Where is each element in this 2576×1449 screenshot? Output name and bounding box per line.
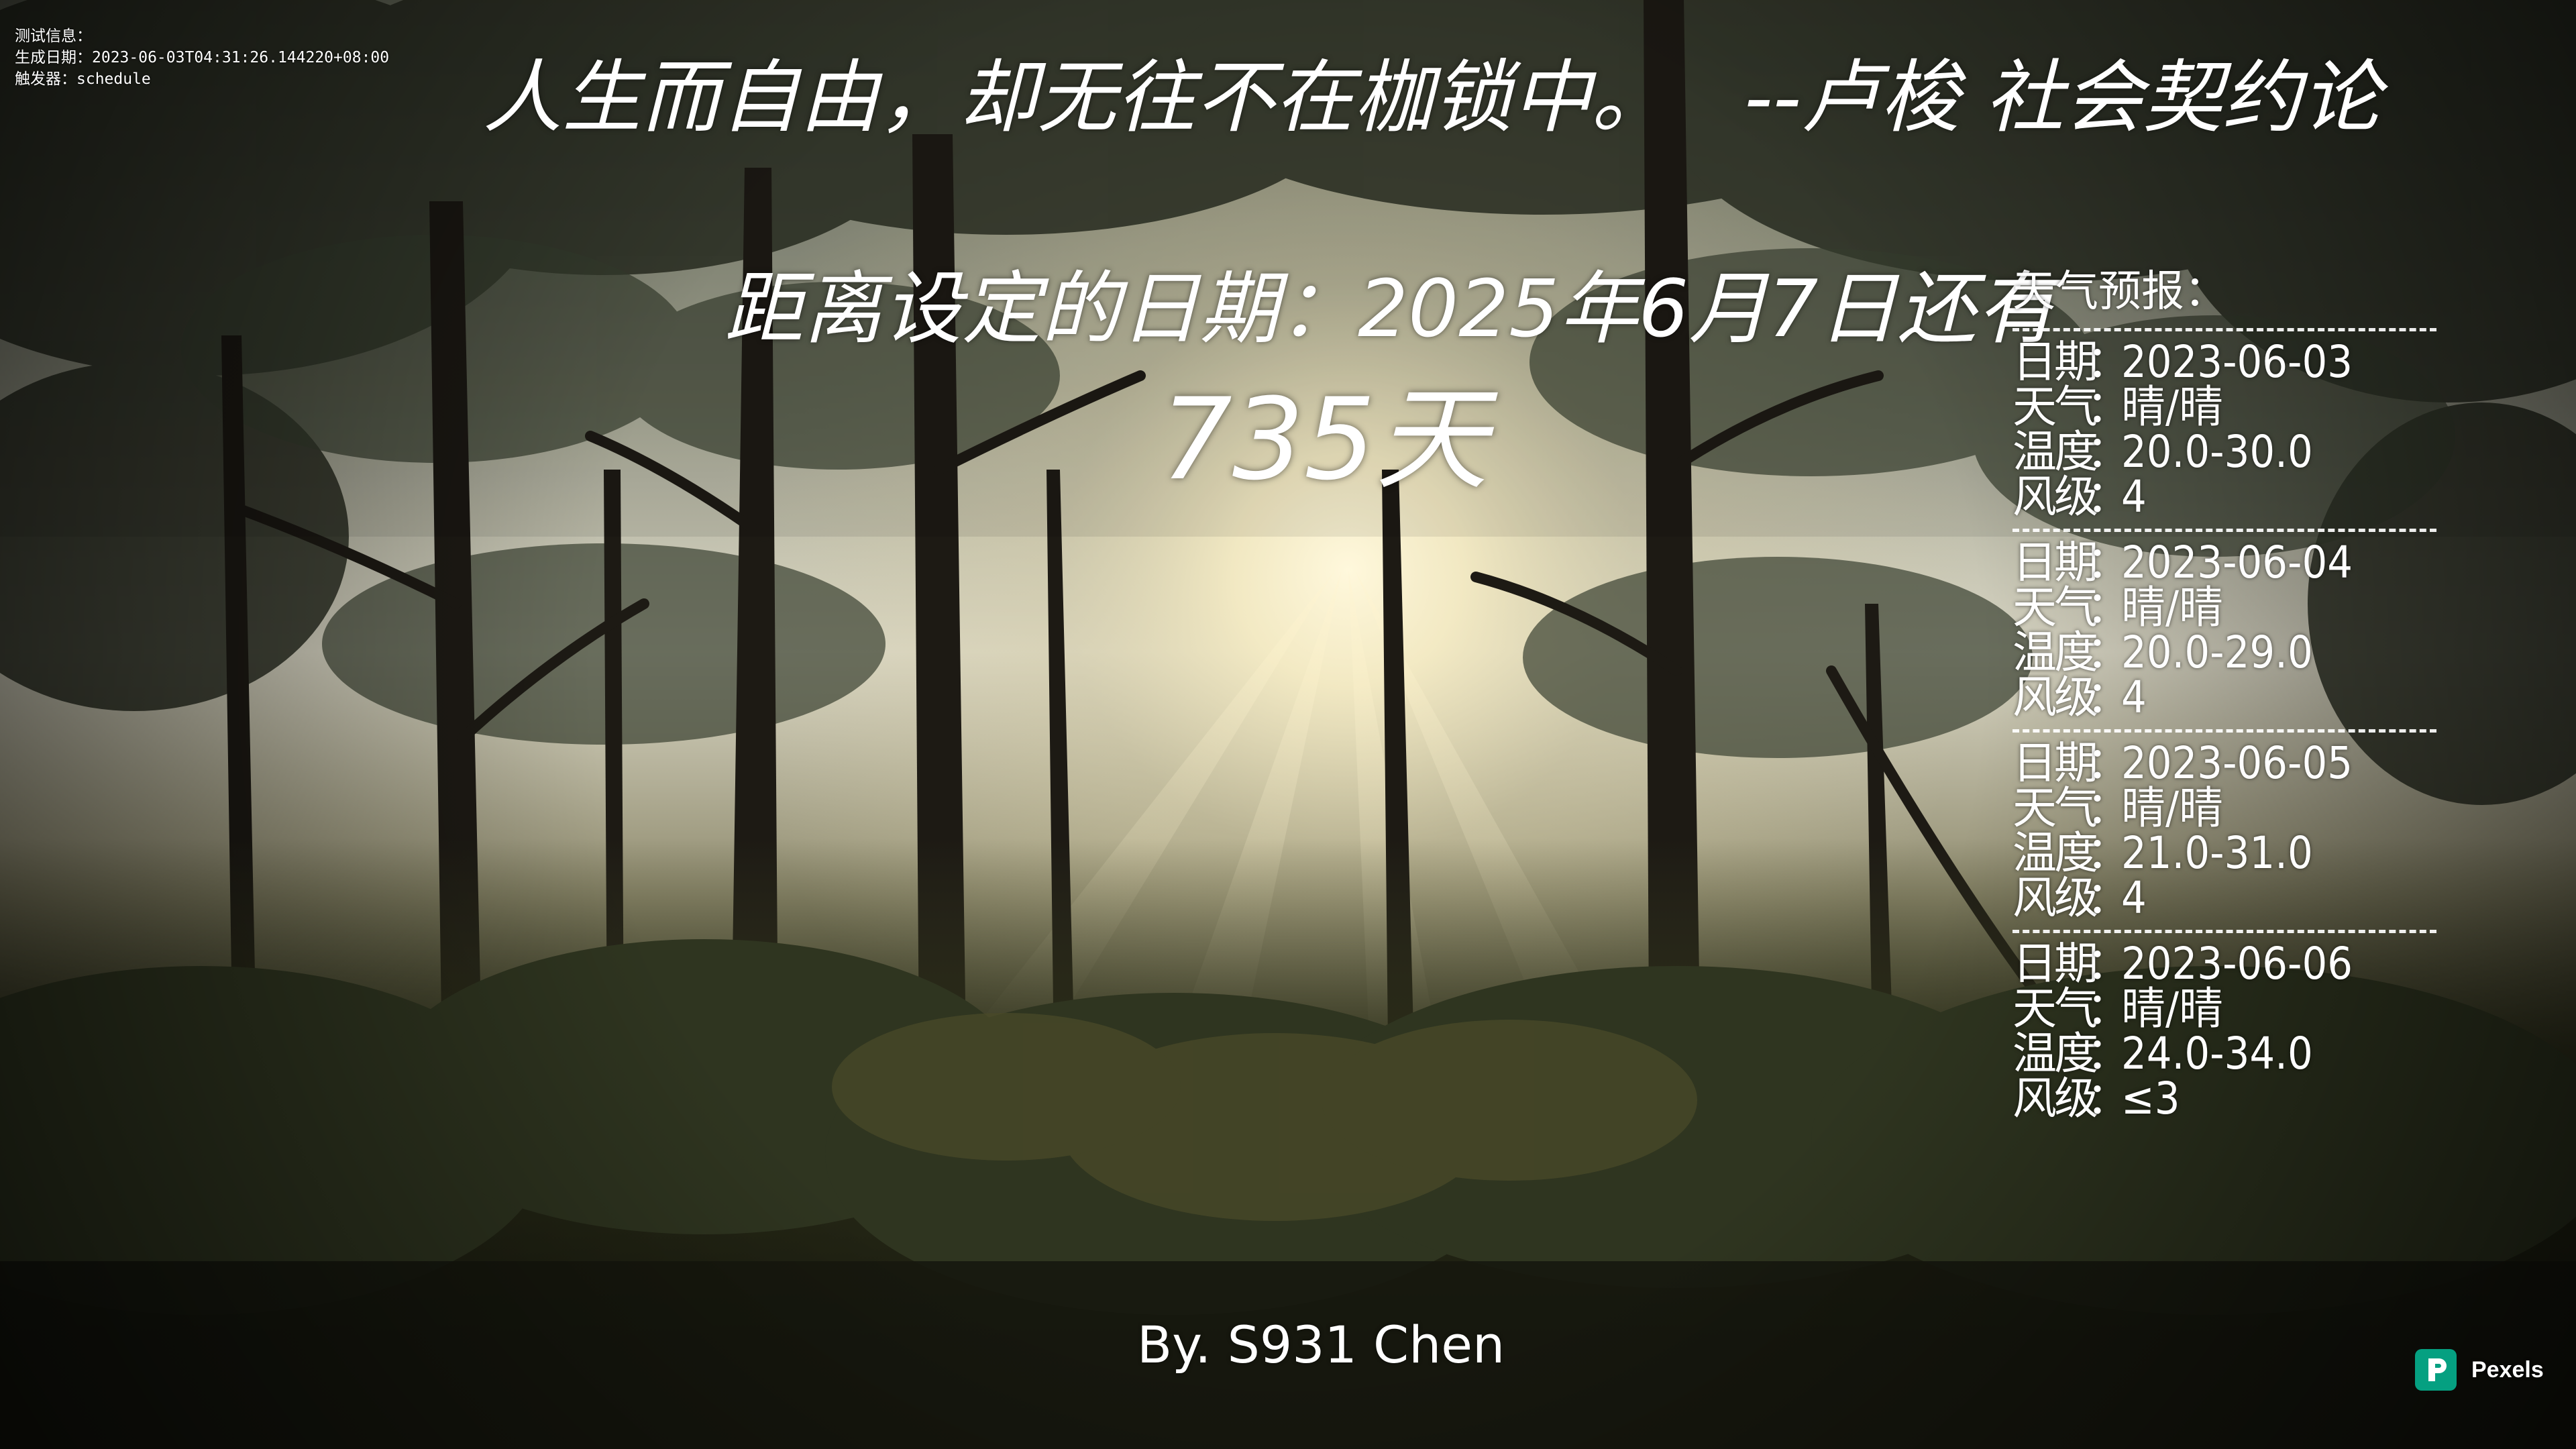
- wind-value: ≤3: [2121, 1073, 2180, 1124]
- quote: 人生而自由，却无往不在枷锁中。 --卢梭 社会契约论: [483, 47, 2381, 148]
- date-label: 日期: [2012, 737, 2098, 789]
- weather-label: 天气: [2012, 983, 2098, 1034]
- weather-title: 天气预报：: [2012, 267, 2227, 317]
- colon: ：: [2086, 737, 2131, 789]
- colon: ：: [2086, 381, 2131, 433]
- pexels-name: Pexels: [2471, 1356, 2544, 1383]
- weather-separator: [2012, 729, 2436, 733]
- debug-generated-date: 生成日期：2023-06-03T04:31:26.144220+08:00: [15, 49, 390, 66]
- signature: By. S931 Chen: [1137, 1315, 1505, 1375]
- debug-trigger: 触发器：schedule: [15, 70, 151, 88]
- weather-separator: [2012, 328, 2436, 331]
- weather-value: 晴/晴: [2121, 983, 2224, 1034]
- wind-value: 4: [2121, 872, 2147, 924]
- colon: ：: [2086, 471, 2131, 523]
- colon: ：: [2086, 672, 2131, 723]
- weather-forecast: 天气预报： 日期： 2023-06-03 天气：晴/晴 温度： 20.0-30.0 …: [2012, 265, 2442, 1121]
- wind-label: 风级: [2012, 672, 2098, 723]
- weather-separator: [2012, 930, 2436, 933]
- colon: ：: [2086, 983, 2131, 1034]
- colon: ：: [2086, 537, 2131, 588]
- date-value: 2023-06-06: [2121, 938, 2353, 989]
- colon: ：: [2086, 426, 2131, 478]
- temp-label: 温度: [2012, 827, 2098, 879]
- weather-separator: [2012, 529, 2436, 532]
- date-label: 日期: [2012, 938, 2098, 989]
- countdown-days: 735天: [1161, 374, 1489, 505]
- quote-text: 人生而自由，却无往不在枷锁中。: [483, 51, 1671, 144]
- wind-label: 风级: [2012, 872, 2098, 924]
- weather-value: 晴/晴: [2121, 381, 2224, 433]
- weather-value: 晴/晴: [2121, 782, 2224, 834]
- colon: ：: [2086, 627, 2131, 678]
- date-value: 2023-06-03: [2121, 336, 2353, 388]
- temp-value: 21.0-31.0: [2121, 827, 2313, 879]
- weather-day: 日期： 2023-06-03 天气：晴/晴 温度： 20.0-30.0 风级： 4: [2012, 339, 2442, 519]
- colon: ：: [2086, 336, 2131, 388]
- weather-value: 晴/晴: [2121, 582, 2224, 633]
- debug-title: 测试信息：: [15, 28, 92, 45]
- weather-day: 日期： 2023-06-05 天气：晴/晴 温度： 21.0-31.0 风级： 4: [2012, 741, 2442, 920]
- temp-value: 20.0-30.0: [2121, 426, 2313, 478]
- temp-label: 温度: [2012, 627, 2098, 678]
- temp-label: 温度: [2012, 426, 2098, 478]
- wind-value: 4: [2121, 471, 2147, 523]
- colon: ：: [2086, 872, 2131, 924]
- colon: ：: [2086, 1028, 2131, 1079]
- pexels-watermark[interactable]: Pexels: [2415, 1348, 2544, 1391]
- date-value: 2023-06-04: [2121, 537, 2353, 588]
- colon: ：: [2086, 582, 2131, 633]
- wind-label: 风级: [2012, 471, 2098, 523]
- temp-value: 20.0-29.0: [2121, 627, 2313, 678]
- colon: ：: [2086, 1073, 2131, 1124]
- wind-value: 4: [2121, 672, 2147, 723]
- temp-value: 24.0-34.0: [2121, 1028, 2313, 1079]
- date-label: 日期: [2012, 336, 2098, 388]
- quote-author: --卢梭 社会契约论: [1744, 51, 2381, 144]
- colon: ：: [2086, 827, 2131, 879]
- pexels-logo-icon: [2415, 1349, 2457, 1391]
- debug-info: 测试信息： 生成日期：2023-06-03T04:31:26.144220+08…: [15, 25, 389, 90]
- weather-label: 天气: [2012, 582, 2098, 633]
- colon: ：: [2086, 938, 2131, 989]
- weather-label: 天气: [2012, 782, 2098, 834]
- weather-label: 天气: [2012, 381, 2098, 433]
- weather-day: 日期： 2023-06-04 天气：晴/晴 温度： 20.0-29.0 风级： 4: [2012, 540, 2442, 720]
- date-value: 2023-06-05: [2121, 737, 2353, 789]
- wind-label: 风级: [2012, 1073, 2098, 1124]
- countdown-label: 距离设定的日期：2025年6月7日还有: [724, 262, 2056, 355]
- temp-label: 温度: [2012, 1028, 2098, 1079]
- weather-day: 日期： 2023-06-06 天气：晴/晴 温度： 24.0-34.0 风级： ≤3: [2012, 941, 2442, 1121]
- date-label: 日期: [2012, 537, 2098, 588]
- colon: ：: [2086, 782, 2131, 834]
